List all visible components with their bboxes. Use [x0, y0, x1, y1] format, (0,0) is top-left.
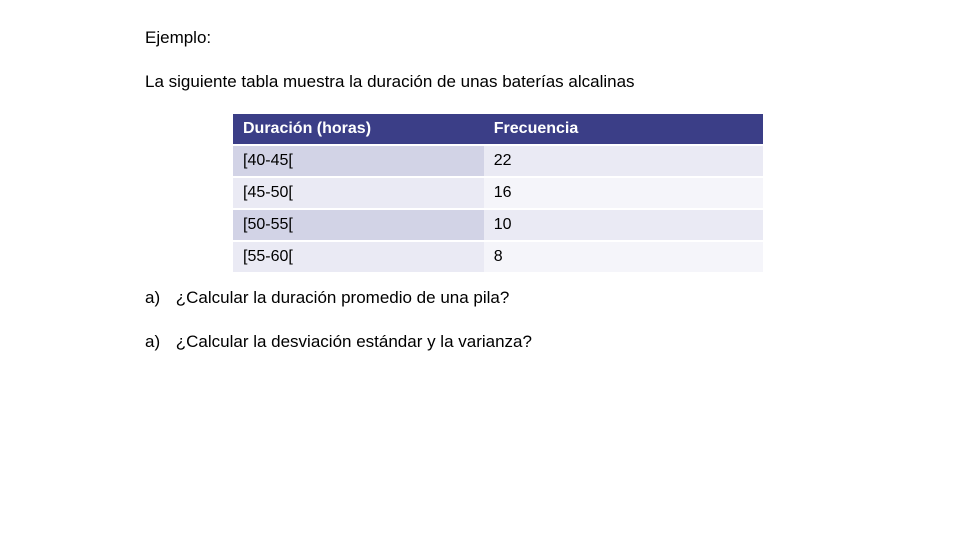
col-header-duration: Duración (horas) — [233, 114, 484, 145]
col-header-frequency: Frecuencia — [484, 114, 763, 145]
cell-freq: 10 — [484, 209, 763, 241]
question-a2: a) ¿Calcular la desviación estándar y la… — [145, 332, 532, 352]
cell-range: [55-60[ — [233, 241, 484, 273]
page: Ejemplo: La siguiente tabla muestra la d… — [0, 0, 960, 540]
intro-text: La siguiente tabla muestra la duración d… — [145, 72, 635, 92]
table-row: [50-55[ 10 — [233, 209, 763, 241]
cell-freq: 8 — [484, 241, 763, 273]
cell-range: [45-50[ — [233, 177, 484, 209]
list-marker: a) — [145, 288, 171, 308]
table-row: [55-60[ 8 — [233, 241, 763, 273]
table-row: [40-45[ 22 — [233, 145, 763, 177]
example-heading: Ejemplo: — [145, 28, 211, 48]
cell-freq: 16 — [484, 177, 763, 209]
question-a1: a) ¿Calcular la duración promedio de una… — [145, 288, 509, 308]
list-marker: a) — [145, 332, 171, 352]
question-text: ¿Calcular la duración promedio de una pi… — [176, 288, 510, 307]
cell-range: [50-55[ — [233, 209, 484, 241]
frequency-table: Duración (horas) Frecuencia [40-45[ 22 [… — [233, 114, 763, 274]
cell-freq: 22 — [484, 145, 763, 177]
table-row: [45-50[ 16 — [233, 177, 763, 209]
table-header-row: Duración (horas) Frecuencia — [233, 114, 763, 145]
question-text: ¿Calcular la desviación estándar y la va… — [176, 332, 532, 351]
cell-range: [40-45[ — [233, 145, 484, 177]
